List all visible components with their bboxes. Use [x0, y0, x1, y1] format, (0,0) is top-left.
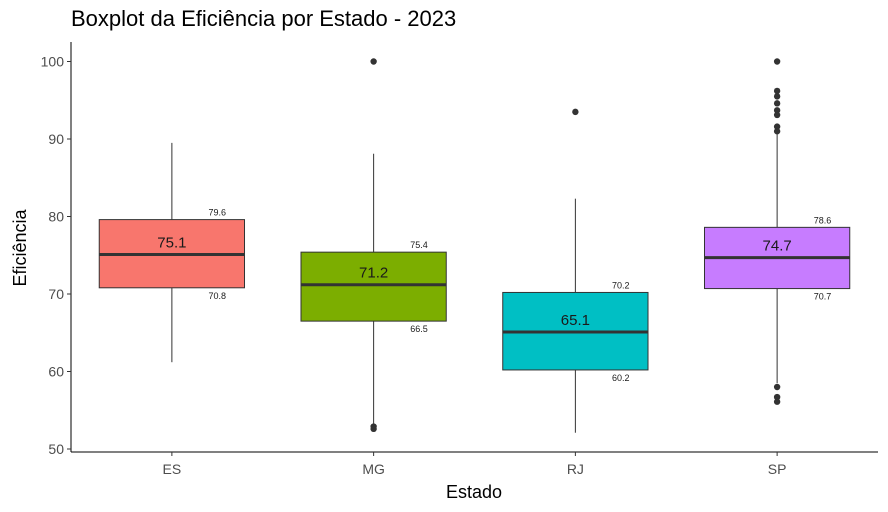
x-tick-label: ES	[163, 461, 182, 477]
q3-label: 75.4	[410, 240, 428, 250]
boxes-layer: 75.1 79.6 70.8 71.2 75.4 66.5 65.1 70.2 60.2 74.7…	[98, 58, 851, 433]
box-iqr	[300, 251, 447, 322]
outlier-point	[370, 425, 377, 433]
y-tick-label: 60	[48, 364, 64, 380]
y-tick-label: 50	[48, 441, 64, 457]
q3-label: 70.2	[612, 280, 630, 290]
y-tick-label: 100	[41, 54, 65, 70]
x-axis-title: Estado	[446, 482, 502, 502]
q3-label: 79.6	[209, 208, 227, 218]
box-mg: 71.2 75.4 66.5	[300, 58, 447, 433]
x-tick-label: MG	[362, 461, 385, 477]
y-tick-label: 90	[48, 131, 64, 147]
median-label: 74.7	[763, 238, 792, 255]
y-tick-label: 80	[48, 209, 64, 225]
outlier-point	[572, 108, 579, 116]
median-label: 75.1	[157, 234, 186, 251]
outlier-point	[773, 107, 781, 114]
outlier-point	[773, 128, 781, 135]
box-sp: 74.7 78.6 70.7	[703, 58, 851, 405]
q3-label: 78.6	[814, 215, 832, 225]
outlier-point	[773, 100, 781, 107]
q1-label: 60.2	[612, 373, 630, 383]
axes-layer	[70, 42, 878, 453]
outlier-point	[773, 87, 781, 95]
y-ticks: 50 60 70 80 90 100	[41, 54, 71, 457]
y-tick-label: 70	[48, 286, 64, 302]
outlier-point	[773, 93, 781, 100]
box-es: 75.1 79.6 70.8	[98, 142, 246, 363]
median-label: 65.1	[561, 312, 590, 329]
q1-label: 70.7	[814, 292, 832, 302]
x-ticks: ES MG RJ SP	[163, 452, 787, 477]
outlier-point	[773, 123, 781, 130]
outlier-point	[370, 58, 377, 65]
median-label: 71.2	[359, 265, 388, 282]
box-rj: 65.1 70.2 60.2	[502, 108, 649, 433]
q1-label: 66.5	[410, 324, 428, 334]
q1-label: 70.8	[209, 291, 227, 301]
x-tick-label: SP	[768, 461, 787, 477]
outlier-point	[773, 383, 781, 391]
y-axis-title: Eficiência	[10, 208, 30, 286]
outlier-point	[773, 398, 781, 405]
outlier-point	[773, 393, 781, 401]
x-tick-label: RJ	[567, 461, 584, 477]
outlier-point	[773, 58, 781, 65]
outlier-point	[773, 111, 781, 119]
chart-title: Boxplot da Eficiência por Estado - 2023	[71, 6, 457, 31]
